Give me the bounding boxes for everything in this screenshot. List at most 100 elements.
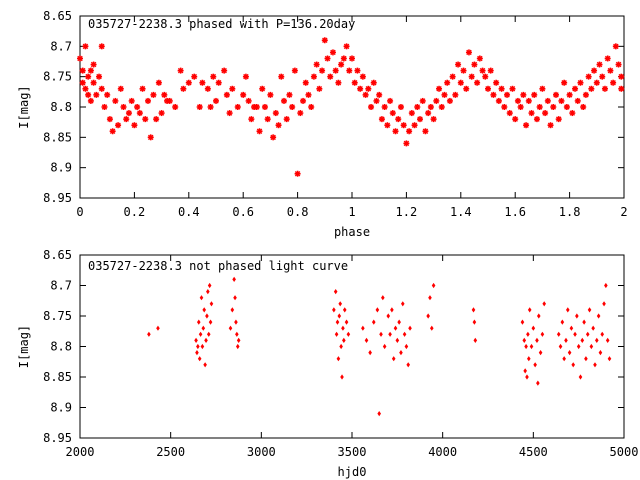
data-point <box>206 289 210 295</box>
data-point <box>444 79 451 86</box>
data-point <box>229 85 236 92</box>
x-tick-label: 1.6 <box>504 205 526 219</box>
data-point <box>206 331 211 337</box>
data-point <box>378 116 385 123</box>
data-point <box>381 295 385 301</box>
data-point <box>607 356 612 362</box>
data-point <box>344 319 349 325</box>
y-tick-label: 8.95 <box>43 431 72 445</box>
data-point <box>156 325 160 331</box>
data-point <box>158 110 165 117</box>
data-point <box>368 104 375 110</box>
data-point <box>90 79 97 86</box>
data-point <box>602 301 606 307</box>
x-axis-label: hjd0 <box>338 465 367 479</box>
data-point <box>501 104 508 110</box>
data-point <box>185 79 192 86</box>
x-tick-label: 2500 <box>156 445 185 459</box>
data-point <box>430 116 437 123</box>
data-point <box>96 73 103 80</box>
data-point <box>349 55 355 62</box>
data-point <box>392 128 399 135</box>
data-point <box>591 67 598 74</box>
data-point <box>142 116 149 123</box>
data-point <box>373 97 380 104</box>
data-point <box>333 289 338 295</box>
data-point <box>562 356 566 362</box>
y-tick-label: 8.7 <box>50 279 72 293</box>
data-point <box>161 91 168 98</box>
data-point <box>120 104 127 110</box>
data-point <box>319 67 326 74</box>
data-point <box>166 97 173 104</box>
data-point <box>346 331 351 337</box>
data-point <box>200 343 205 350</box>
data-point <box>427 104 434 110</box>
data-point <box>575 313 579 319</box>
x-tick-label: 0 <box>76 205 83 219</box>
data-point <box>438 104 445 110</box>
data-point <box>539 85 546 92</box>
y-tick-label: 8.7 <box>50 39 72 53</box>
x-tick-label: 0.6 <box>232 205 254 219</box>
y-tick-label: 8.8 <box>50 340 72 354</box>
data-point <box>145 97 151 104</box>
data-point <box>498 85 505 92</box>
y-tick-label: 8.9 <box>50 161 72 175</box>
data-point <box>375 307 380 313</box>
data-point <box>599 73 606 80</box>
data-point <box>155 79 162 86</box>
data-point <box>553 91 559 98</box>
data-point <box>85 91 92 98</box>
data-point <box>308 104 315 110</box>
data-point <box>406 128 413 135</box>
data-point <box>593 362 597 368</box>
data-point <box>136 110 143 117</box>
data-point <box>417 116 423 123</box>
data-point <box>397 319 401 325</box>
data-point <box>98 85 105 92</box>
data-point <box>199 79 206 86</box>
data-point <box>294 170 301 177</box>
data-point <box>82 43 89 50</box>
data-point <box>109 128 116 135</box>
data-point <box>346 67 353 74</box>
data-point <box>101 104 108 110</box>
data-point <box>468 73 475 80</box>
data-point <box>194 337 198 343</box>
data-point <box>198 331 203 337</box>
data-point <box>388 331 392 337</box>
data-point <box>207 104 214 110</box>
data-point <box>436 85 443 92</box>
data-point <box>87 97 94 104</box>
y-axis-label: I[mag] <box>17 325 31 368</box>
data-point <box>106 116 113 123</box>
y-tick-label: 8.75 <box>43 70 72 84</box>
data-point <box>403 140 410 147</box>
data-point <box>587 307 592 313</box>
data-point <box>82 85 89 92</box>
unphased-light-curve-plot: 2000 2500 3000 3500 4000 4500 5000 8.65 8.7 8.75 8… <box>17 248 638 479</box>
data-point <box>563 104 570 110</box>
data-point <box>573 331 577 337</box>
data-point <box>329 49 336 56</box>
data-point <box>362 91 369 98</box>
data-point <box>397 104 404 110</box>
data-point <box>332 67 339 74</box>
data-point <box>256 128 263 135</box>
data-point <box>147 134 154 141</box>
x-tick-label: 4500 <box>519 445 548 459</box>
data-point <box>604 55 611 62</box>
data-point <box>433 97 440 104</box>
data-point <box>275 122 282 129</box>
data-point <box>596 313 601 319</box>
data-point <box>536 104 543 110</box>
data-point <box>223 91 230 98</box>
data-point <box>339 343 343 350</box>
x-tick-label: 3000 <box>247 445 276 459</box>
data-point <box>93 91 100 98</box>
data-point <box>550 104 557 110</box>
data-point <box>215 79 222 86</box>
data-point <box>278 73 285 80</box>
data-point <box>233 295 237 301</box>
